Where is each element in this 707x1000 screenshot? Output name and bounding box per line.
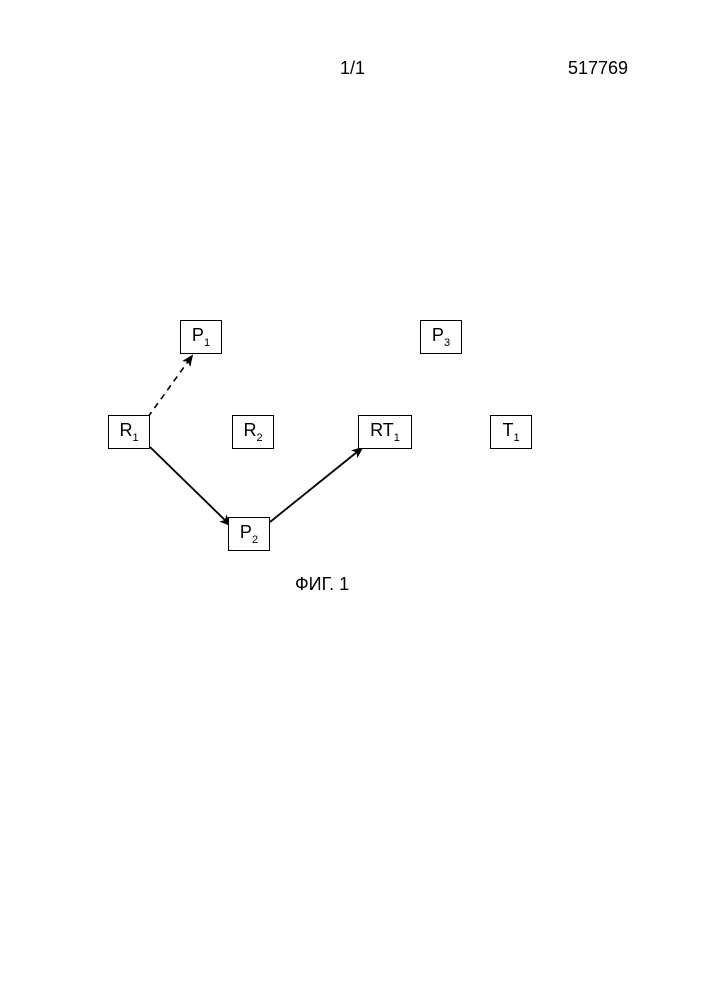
edges-layer [0, 0, 707, 1000]
page-number: 1/1 [340, 58, 365, 79]
node-label: T1 [502, 421, 519, 444]
node-rt1: RT1 [358, 415, 412, 449]
node-label: P1 [192, 326, 210, 349]
page: 1/1 517769 P1 P3 R1 R2 RT1 T1 P2 ФИГ. 1 [0, 0, 707, 1000]
node-label: RT1 [370, 421, 400, 444]
edge-r1-p1 [148, 356, 192, 417]
node-t1: T1 [490, 415, 532, 449]
node-label: P3 [432, 326, 450, 349]
doc-number: 517769 [568, 58, 628, 79]
node-label: P2 [240, 523, 258, 546]
node-r1: R1 [108, 415, 150, 449]
figure-caption: ФИГ. 1 [295, 574, 349, 595]
edge-r1-p2 [150, 447, 230, 525]
node-p2: P2 [228, 517, 270, 551]
node-p3: P3 [420, 320, 462, 354]
edge-p2-rt1 [270, 448, 362, 522]
node-label: R2 [243, 421, 262, 444]
node-label: R1 [119, 421, 138, 444]
node-r2: R2 [232, 415, 274, 449]
node-p1: P1 [180, 320, 222, 354]
